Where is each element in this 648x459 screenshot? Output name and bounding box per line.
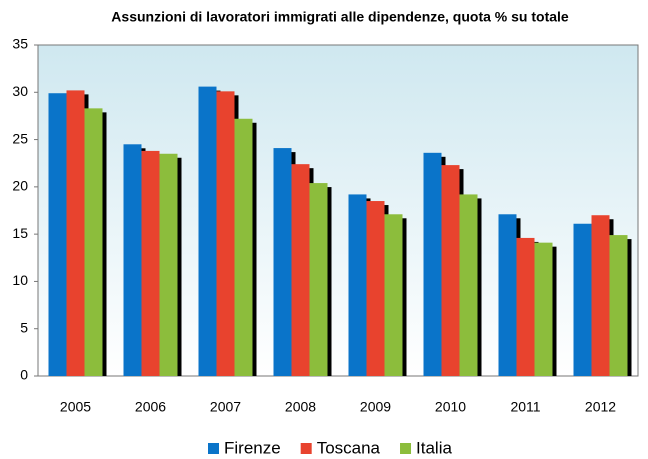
- y-tick-label: 20: [12, 178, 28, 194]
- x-tick-label: 2010: [435, 399, 466, 415]
- bar: [573, 223, 592, 376]
- bar: [591, 215, 610, 376]
- x-tick-label: 2006: [135, 399, 166, 415]
- bar: [291, 164, 310, 376]
- bar: [423, 152, 442, 376]
- x-tick-label: 2012: [585, 399, 616, 415]
- bar: [609, 235, 628, 376]
- bar: [159, 153, 178, 376]
- bar: [141, 150, 160, 376]
- y-tick-label: 10: [12, 272, 28, 288]
- bar: [216, 91, 235, 376]
- bar: [384, 214, 403, 376]
- y-tick-label: 30: [12, 83, 28, 99]
- legend-label: Toscana: [317, 438, 381, 457]
- x-tick-label: 2011: [510, 399, 540, 415]
- bar: [66, 90, 85, 376]
- bar: [348, 194, 367, 376]
- bar: [498, 214, 517, 376]
- y-tick-label: 35: [12, 36, 28, 52]
- y-tick-label: 5: [20, 319, 28, 335]
- bar: [534, 242, 553, 376]
- x-tick-label: 2008: [285, 399, 316, 415]
- y-tick-label: 15: [12, 225, 28, 241]
- bar: [198, 86, 217, 377]
- bar: [516, 237, 535, 376]
- chart-title: Assunzioni di lavoratori immigrati alle …: [111, 9, 569, 25]
- x-tick-label: 2007: [210, 399, 241, 415]
- bar: [48, 93, 67, 376]
- legend-swatch: [400, 443, 412, 454]
- y-tick-label: 25: [12, 130, 28, 146]
- bar: [234, 118, 253, 376]
- x-tick-label: 2009: [360, 399, 391, 415]
- bar: [366, 201, 385, 376]
- bar: [459, 194, 478, 376]
- x-tick-label: 2005: [60, 399, 91, 415]
- bar: [441, 165, 460, 376]
- legend-swatch: [300, 443, 312, 454]
- bar: [84, 108, 103, 376]
- legend-label: Italia: [416, 438, 452, 457]
- bar: [273, 148, 292, 376]
- bar: [309, 183, 328, 376]
- y-tick-label: 0: [20, 367, 28, 383]
- legend-swatch: [208, 443, 219, 454]
- legend-label: Firenze: [224, 438, 281, 457]
- bar: [123, 144, 142, 376]
